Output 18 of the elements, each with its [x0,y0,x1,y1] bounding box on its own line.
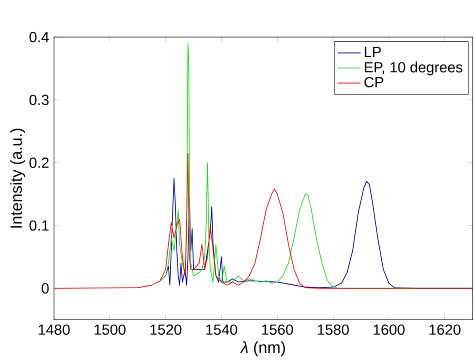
y-tick-label: 0.2 [29,158,49,168]
x-tick-label: 1520 [150,324,182,335]
x-tick-label: 1560 [262,324,294,335]
x-axis-title: λ (nm) [240,341,285,356]
x-tick-label: 1620 [430,324,460,335]
x-tick-label: 1600 [374,324,405,335]
x-tick-label: 1500 [94,324,126,335]
y-tick-label: 0.3 [29,94,49,106]
y-axis-title: Intensity (a.u.) [10,128,26,228]
y-tick-label: 0.1 [29,220,49,231]
y-tick-label: 0.4 [29,32,49,42]
x-tick-label: 1480 [38,324,70,335]
x-tick-label: 1540 [206,324,238,335]
y-tick-label: 0 [42,283,49,294]
x-tick-label: 1580 [318,324,349,335]
legend-label: EP, 10 degrees [364,62,462,76]
legend-label: LP [364,47,381,58]
legend-label: CP [364,77,384,88]
